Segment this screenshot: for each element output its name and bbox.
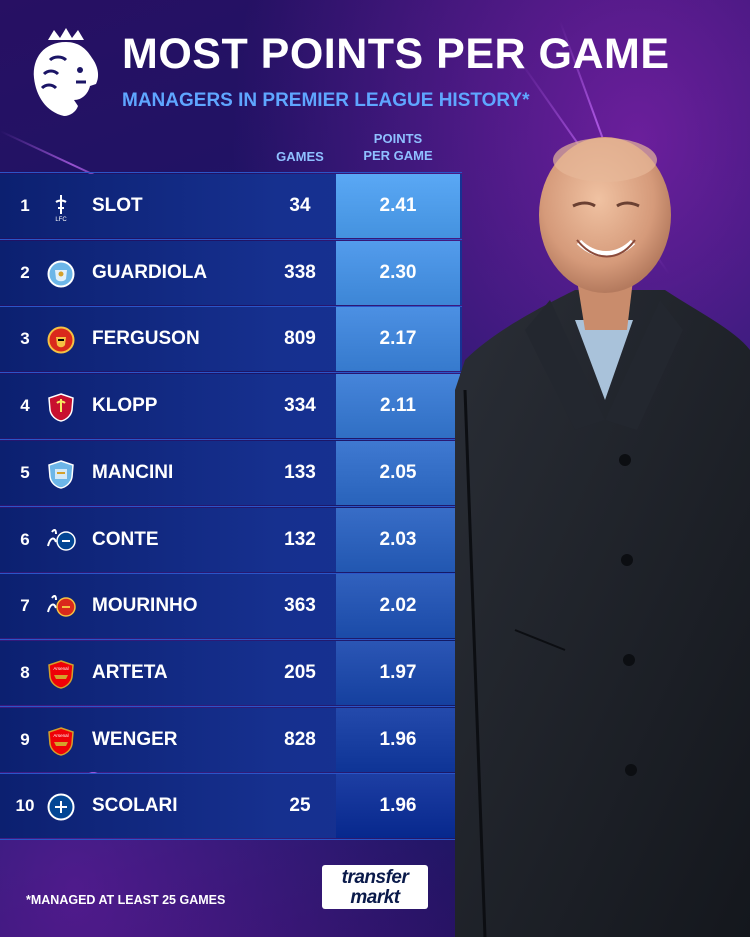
manager-photo — [455, 137, 750, 937]
man-united-crest-icon — [46, 325, 76, 355]
transfermarkt-logo: transfer markt — [322, 865, 428, 909]
row-divider — [0, 305, 462, 307]
ppg-cell-background — [336, 507, 460, 572]
manager-name: SLOT — [92, 195, 143, 216]
man-city-crest-icon — [46, 259, 76, 289]
row-rank: 5 — [20, 462, 30, 482]
games-count: 828 — [284, 728, 316, 750]
manager-name: FERGUSON — [92, 328, 200, 350]
column-header-games: GAMES — [276, 149, 324, 164]
row-divider — [0, 572, 462, 574]
ppg-cell-background — [336, 774, 460, 839]
row-divider — [0, 772, 462, 774]
manager-name: GUARDIOLA — [92, 261, 208, 283]
transfermarkt-logo-line: markt — [350, 887, 400, 908]
table-top-line — [0, 172, 462, 173]
manager-name: CONTE — [92, 528, 159, 550]
row-rank: 1 — [20, 196, 30, 215]
points-per-game: 2.03 — [379, 528, 417, 550]
table-row: 1 LFC SLOT 34 2.41 — [0, 174, 462, 238]
liverpool-lfc-crest-icon: LFC — [46, 192, 76, 223]
transfermarkt-logo-line: transfer — [341, 867, 409, 888]
table-row: 4 KLOPP 334 2.11 — [0, 374, 462, 439]
manager-name: WENGER — [92, 728, 178, 750]
column-header-line: PER GAME — [363, 148, 433, 163]
row-divider — [0, 639, 462, 641]
games-count: 34 — [289, 195, 311, 216]
row-rank: 4 — [20, 396, 30, 416]
ppg-cell-background — [336, 174, 460, 238]
games-count: 809 — [284, 328, 316, 350]
ppg-cell-background — [336, 240, 460, 305]
row-divider — [0, 372, 462, 374]
games-count: 363 — [284, 595, 316, 617]
page-subtitle: MANAGERS IN PREMIER LEAGUE HISTORY* — [122, 90, 530, 111]
column-header-line: POINTS — [373, 131, 423, 146]
table-row: 7 MOURINHO 363 2.02 — [0, 574, 462, 639]
points-per-game: 2.17 — [379, 328, 417, 350]
games-count: 334 — [284, 395, 316, 417]
table-row: 6 CONTE 132 2.03 — [0, 507, 462, 572]
points-per-game: 2.30 — [379, 261, 417, 283]
ppg-cell-background — [336, 707, 460, 772]
row-rank: 2 — [20, 262, 30, 282]
points-per-game: 2.05 — [379, 461, 417, 483]
row-rank: 8 — [20, 662, 30, 682]
points-per-game: 1.96 — [379, 728, 417, 750]
manager-name: MOURINHO — [92, 595, 198, 617]
row-divider — [0, 439, 462, 441]
ppg-cell-background — [336, 640, 460, 705]
games-count: 25 — [289, 795, 311, 817]
manager-name: KLOPP — [92, 395, 158, 417]
row-divider — [0, 839, 462, 841]
liverpool-crest-icon — [46, 392, 76, 422]
row-divider — [0, 239, 462, 240]
games-count: 205 — [284, 661, 316, 683]
svg-text:Arsenal: Arsenal — [53, 733, 68, 738]
svg-text:LFC: LFC — [55, 217, 67, 222]
svg-text:Arsenal: Arsenal — [53, 666, 68, 671]
footnote: *MANAGED AT LEAST 25 GAMES — [26, 893, 226, 907]
arsenal-crest-icon: Arsenal — [46, 659, 76, 689]
ppg-cell-background — [336, 374, 460, 439]
table-row: 10 SCOLARI 25 1.96 — [0, 774, 462, 839]
games-count: 133 — [284, 461, 316, 483]
row-rank: 6 — [20, 529, 30, 549]
row-rank: 3 — [20, 329, 30, 349]
premier-league-lion-logo — [33, 28, 99, 116]
ppg-cell-background — [336, 574, 460, 639]
row-rank: 7 — [20, 596, 30, 616]
games-count: 132 — [284, 528, 316, 550]
row-divider — [0, 505, 462, 507]
games-count: 338 — [284, 261, 316, 283]
points-per-game: 1.96 — [379, 795, 417, 817]
row-divider — [0, 705, 462, 707]
table-row: 2 GUARDIOLA 338 2.30 — [0, 240, 462, 305]
managers-table: 1 LFC SLOT 34 2.41 2 GUARDIOLA 338 2.30 3 FERGUSON… — [0, 172, 462, 841]
table-row: 3 FERGUSON 809 2.17 — [0, 307, 462, 372]
manager-name: MANCINI — [92, 461, 174, 483]
points-per-game: 2.11 — [380, 395, 416, 417]
tottenham-chelsea-crest-icon — [46, 526, 76, 556]
row-rank: 9 — [20, 729, 30, 749]
ppg-cell-background — [336, 307, 460, 372]
table-row: 8 Arsenal ARTETA 205 1.97 — [0, 640, 462, 705]
points-per-game: 1.97 — [379, 661, 417, 683]
tottenham-man-united-crest-icon — [46, 592, 76, 622]
man-city-old-crest-icon — [46, 459, 76, 489]
chelsea-crest-icon — [46, 792, 76, 822]
table-row: 9 Arsenal WENGER 828 1.96 — [0, 707, 462, 772]
points-per-game: 2.41 — [379, 195, 417, 216]
column-header-points-per-game: POINTS PER GAME — [336, 130, 460, 164]
arsenal-crest-icon: Arsenal — [46, 726, 76, 756]
table-row: 5 MANCINI 133 2.05 — [0, 440, 462, 505]
ppg-cell-background — [336, 440, 460, 505]
row-rank: 10 — [15, 796, 35, 816]
manager-name: ARTETA — [92, 661, 168, 683]
page-title: MOST POINTS PER GAME — [122, 30, 670, 78]
points-per-game: 2.02 — [379, 595, 417, 617]
manager-name: SCOLARI — [92, 795, 178, 817]
